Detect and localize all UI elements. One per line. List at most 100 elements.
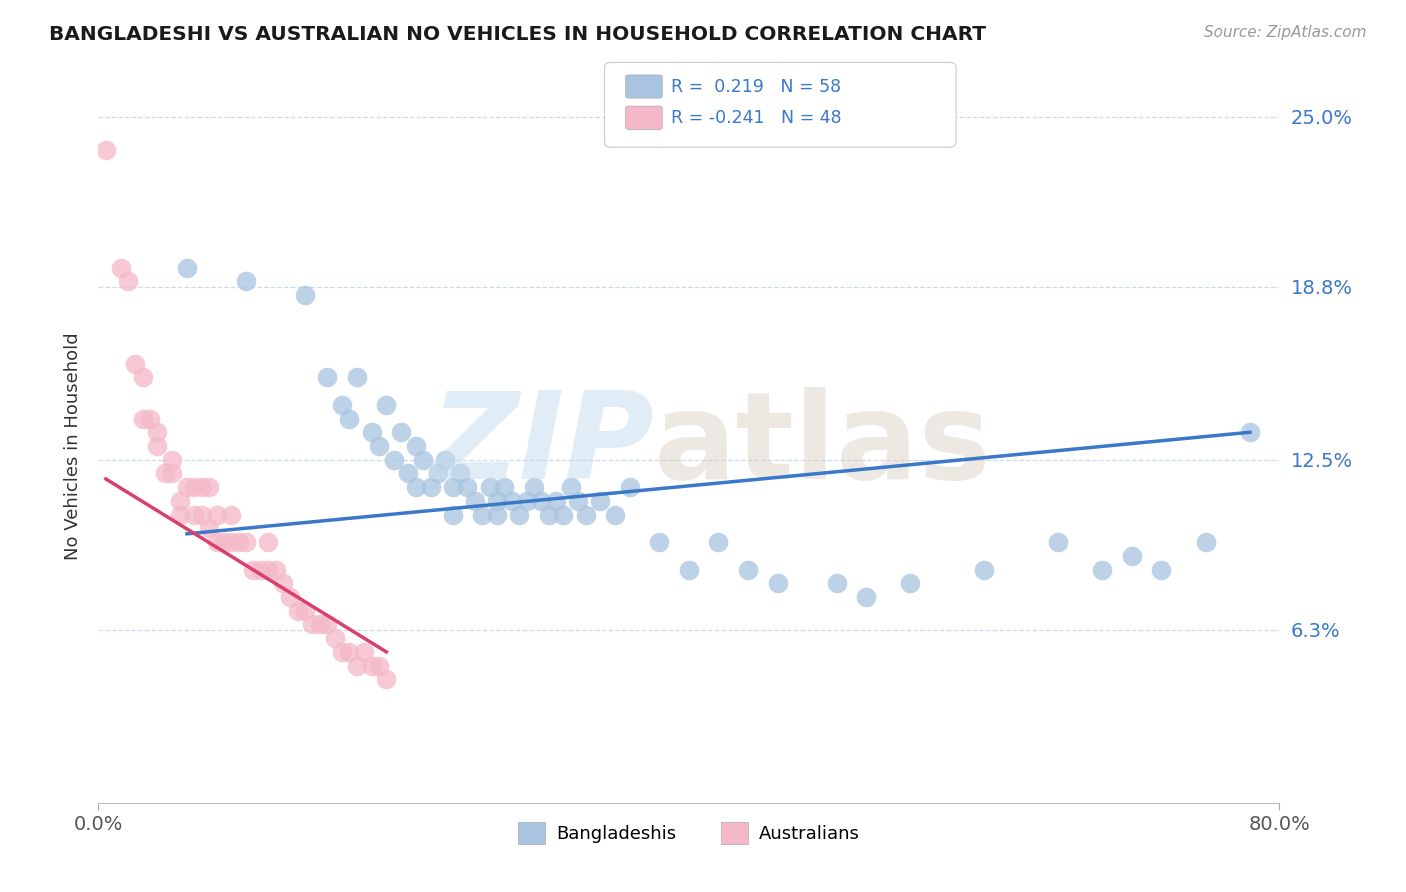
- Point: [382, 452, 405, 467]
- Point: [264, 562, 287, 576]
- Point: [375, 398, 398, 412]
- Point: [441, 480, 464, 494]
- Point: [368, 658, 391, 673]
- Point: [1121, 549, 1143, 563]
- Point: [1150, 562, 1173, 576]
- Point: [494, 480, 516, 494]
- Point: [353, 645, 375, 659]
- Point: [360, 658, 382, 673]
- Point: [316, 370, 339, 384]
- Point: [449, 467, 471, 481]
- Point: [405, 439, 427, 453]
- Point: [471, 508, 494, 522]
- Point: [212, 535, 235, 549]
- Point: [183, 508, 205, 522]
- Point: [530, 494, 553, 508]
- Point: [464, 494, 486, 508]
- Point: [191, 480, 214, 494]
- Point: [221, 535, 243, 549]
- Point: [198, 521, 221, 535]
- Point: [330, 398, 353, 412]
- Point: [486, 508, 509, 522]
- Legend: Bangladeshis, Australians: Bangladeshis, Australians: [510, 814, 868, 851]
- Point: [1091, 562, 1114, 576]
- Point: [124, 357, 146, 371]
- Point: [280, 590, 302, 604]
- Point: [146, 425, 169, 440]
- Point: [419, 480, 441, 494]
- Point: [242, 562, 264, 576]
- Text: R =  0.219   N = 58: R = 0.219 N = 58: [671, 78, 841, 95]
- Point: [176, 480, 198, 494]
- Point: [146, 439, 169, 453]
- Point: [287, 604, 309, 618]
- Point: [973, 562, 995, 576]
- Point: [339, 645, 361, 659]
- Point: [323, 631, 346, 645]
- Point: [553, 508, 575, 522]
- Point: [486, 494, 509, 508]
- Point: [575, 508, 598, 522]
- Point: [257, 562, 280, 576]
- Point: [205, 508, 228, 522]
- Point: [478, 480, 501, 494]
- Point: [346, 370, 368, 384]
- Point: [309, 617, 332, 632]
- Point: [648, 535, 671, 549]
- Point: [257, 535, 280, 549]
- Point: [398, 467, 420, 481]
- Point: [169, 508, 191, 522]
- Point: [235, 274, 257, 288]
- Point: [546, 494, 568, 508]
- Point: [1046, 535, 1070, 549]
- Point: [567, 494, 589, 508]
- Text: ZIP: ZIP: [430, 387, 654, 505]
- Point: [162, 467, 183, 481]
- Point: [360, 425, 382, 440]
- Point: [737, 562, 759, 576]
- Point: [132, 370, 155, 384]
- Point: [228, 535, 250, 549]
- Point: [110, 260, 132, 275]
- Point: [457, 480, 479, 494]
- Point: [825, 576, 848, 591]
- Point: [501, 494, 523, 508]
- Point: [560, 480, 582, 494]
- Point: [523, 480, 546, 494]
- Point: [855, 590, 877, 604]
- Point: [94, 143, 117, 157]
- Point: [294, 604, 316, 618]
- Point: [191, 508, 214, 522]
- Point: [605, 508, 627, 522]
- Point: [169, 494, 191, 508]
- Point: [405, 480, 427, 494]
- Point: [1195, 535, 1218, 549]
- Point: [508, 508, 530, 522]
- Point: [205, 535, 228, 549]
- Y-axis label: No Vehicles in Household: No Vehicles in Household: [63, 332, 82, 560]
- Point: [183, 480, 205, 494]
- Point: [589, 494, 612, 508]
- Point: [434, 452, 457, 467]
- Text: BANGLADESHI VS AUSTRALIAN NO VEHICLES IN HOUSEHOLD CORRELATION CHART: BANGLADESHI VS AUSTRALIAN NO VEHICLES IN…: [49, 25, 986, 44]
- Point: [221, 508, 243, 522]
- Point: [316, 617, 339, 632]
- Point: [250, 562, 273, 576]
- Point: [441, 508, 464, 522]
- Point: [330, 645, 353, 659]
- Point: [162, 452, 183, 467]
- Point: [619, 480, 641, 494]
- Point: [516, 494, 538, 508]
- Point: [176, 260, 198, 275]
- Point: [339, 411, 361, 425]
- Point: [117, 274, 139, 288]
- Text: Source: ZipAtlas.com: Source: ZipAtlas.com: [1204, 25, 1367, 40]
- Point: [678, 562, 700, 576]
- Point: [707, 535, 730, 549]
- Point: [301, 617, 323, 632]
- Point: [427, 467, 450, 481]
- Point: [153, 467, 176, 481]
- Text: R = -0.241   N = 48: R = -0.241 N = 48: [671, 109, 841, 127]
- Point: [389, 425, 412, 440]
- Point: [375, 673, 398, 687]
